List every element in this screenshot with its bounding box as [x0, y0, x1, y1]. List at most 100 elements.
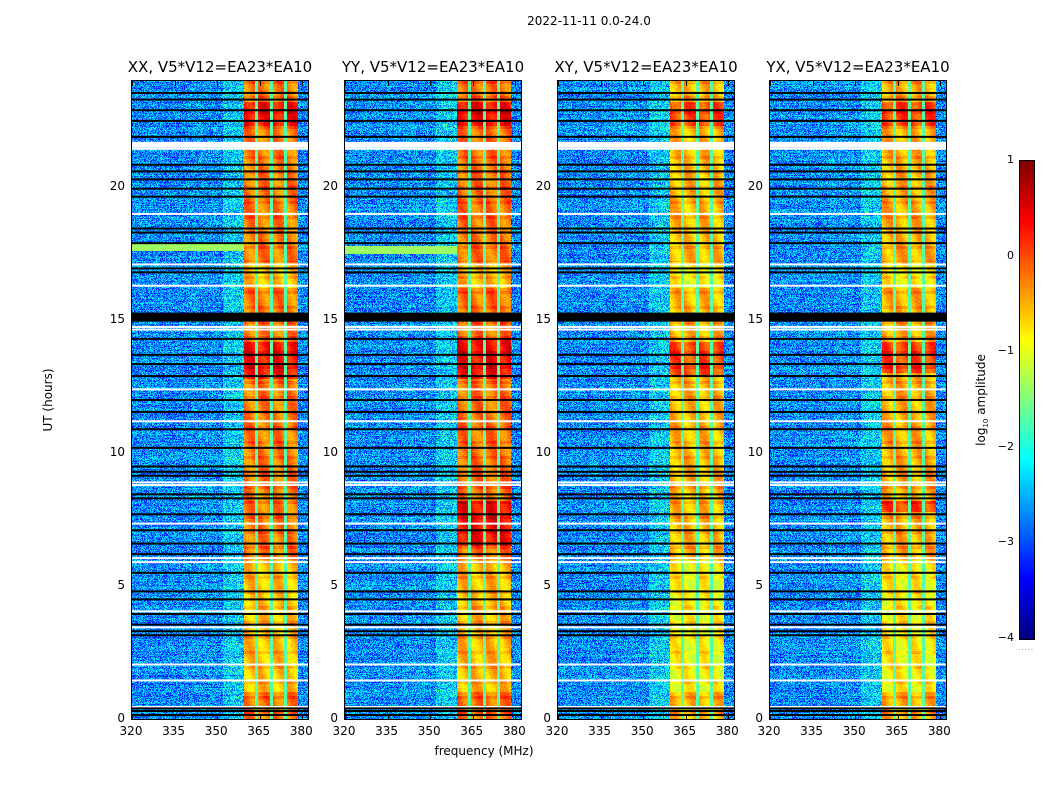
- y-tick-label: 0: [543, 711, 551, 725]
- x-tick-mark: [897, 81, 899, 86]
- x-tick-mark: [558, 714, 559, 719]
- x-tick-mark: [132, 714, 133, 719]
- x-tick-label: 365: [247, 724, 271, 738]
- y-tick-label: 20: [535, 179, 551, 194]
- x-tick-mark: [217, 81, 219, 86]
- y-tick-label: 20: [322, 179, 338, 194]
- x-tick-mark: [770, 81, 771, 86]
- y-tick-label: 10: [535, 445, 551, 460]
- y-tick-label: 15: [747, 312, 763, 327]
- colorbar-tick-label: 1: [1007, 153, 1014, 166]
- x-tick-mark: [940, 714, 942, 719]
- x-tick-mark: [897, 714, 899, 719]
- x-tick-label: 350: [630, 724, 654, 738]
- colorbar-label-suffix: amplitude: [973, 354, 988, 419]
- x-tick-mark: [600, 714, 602, 719]
- x-tick-mark: [259, 81, 261, 86]
- y-tick-label: 10: [109, 445, 125, 460]
- y-tick-label: 15: [535, 312, 551, 327]
- x-tick-label: 320: [545, 724, 569, 738]
- spectrogram-panel-2: YY, V5*V12=EA23*EA10 0 5 10 15 20 320 335 350 365…: [323, 58, 526, 738]
- colorbar-gradient: [1020, 161, 1034, 639]
- x-tick-label: 320: [119, 724, 143, 738]
- x-tick-mark: [728, 714, 730, 719]
- panel-title: YX, V5*V12=EA23*EA10: [766, 58, 950, 76]
- colorbar-label: log10 amplitude: [974, 354, 990, 446]
- x-tick-mark: [855, 81, 857, 86]
- x-tick-mark: [643, 714, 645, 719]
- colorbar-tick-label: −4: [997, 631, 1014, 644]
- x-tick-mark: [345, 714, 346, 719]
- x-tick-mark: [387, 714, 389, 719]
- x-tick-label: 350: [842, 724, 866, 738]
- x-tick-mark: [430, 81, 432, 86]
- y-tick-label: 15: [109, 312, 125, 327]
- x-tick-mark: [132, 81, 133, 86]
- y-tick-label: 15: [322, 312, 338, 327]
- x-tick-label: 335: [588, 724, 612, 738]
- x-tick-mark: [472, 81, 474, 86]
- y-tick-label: 0: [330, 711, 338, 725]
- x-tick-label: 320: [332, 724, 356, 738]
- x-tick-mark: [940, 81, 942, 86]
- panel-title: XY, V5*V12=EA23*EA10: [554, 58, 738, 76]
- y-tick-label: 20: [747, 179, 763, 194]
- x-tick-label: 380: [715, 724, 739, 738]
- spectrogram-panel-3: XY, V5*V12=EA23*EA10 0 5 10 15 20 320 335 350 365…: [536, 58, 739, 738]
- x-tick-mark: [259, 714, 261, 719]
- colorbar-tick-label: −2: [997, 439, 1014, 453]
- plot-area: [769, 80, 947, 720]
- x-tick-mark: [558, 81, 559, 86]
- x-tick-mark: [174, 81, 176, 86]
- x-tick-mark: [812, 81, 814, 86]
- x-tick-label: 335: [800, 724, 824, 738]
- colorbar-tick-label: −1: [997, 344, 1014, 358]
- x-tick-label: 350: [204, 724, 228, 738]
- plot-area: [131, 80, 309, 720]
- colorbar-tick-label: −3: [997, 535, 1014, 549]
- x-tick-mark: [728, 81, 730, 86]
- x-tick-mark: [430, 714, 432, 719]
- colorbar-label-prefix: log: [973, 427, 988, 446]
- colorbar-minor-marks: .....: [1018, 644, 1035, 652]
- y-tick-label: 10: [322, 445, 338, 460]
- x-tick-mark: [812, 714, 814, 719]
- colorbar-tick-label: 0: [1007, 248, 1014, 262]
- x-tick-label: 335: [375, 724, 399, 738]
- plot-area: [344, 80, 522, 720]
- spectrogram-image: [770, 81, 946, 719]
- plot-area: [557, 80, 735, 720]
- x-tick-label: 365: [885, 724, 909, 738]
- x-tick-mark: [302, 81, 304, 86]
- x-tick-mark: [643, 81, 645, 86]
- x-tick-mark: [515, 81, 517, 86]
- x-tick-label: 365: [673, 724, 697, 738]
- x-tick-mark: [600, 81, 602, 86]
- colorbar: [1019, 160, 1035, 640]
- y-tick-label: 5: [543, 578, 551, 593]
- panel-title: XX, V5*V12=EA23*EA10: [127, 58, 313, 76]
- y-tick-label: 5: [117, 578, 125, 593]
- x-tick-label: 365: [460, 724, 484, 738]
- y-tick-label: 5: [330, 578, 338, 593]
- colorbar-label-sub: 10: [982, 418, 991, 428]
- spectrogram-image: [558, 81, 734, 719]
- spectrogram-panel-1: XX, V5*V12=EA23*EA10 0 5 10 15 20 320 335 350 365…: [110, 58, 313, 738]
- x-tick-mark: [685, 81, 687, 86]
- y-tick-label: 0: [117, 711, 125, 725]
- x-tick-mark: [302, 714, 304, 719]
- y-tick-label: 0: [755, 711, 763, 725]
- x-tick-mark: [685, 714, 687, 719]
- x-tick-label: 380: [927, 724, 951, 738]
- y-tick-label: 10: [747, 445, 763, 460]
- x-tick-mark: [387, 81, 389, 86]
- x-tick-mark: [855, 714, 857, 719]
- x-tick-mark: [345, 81, 346, 86]
- x-tick-mark: [217, 714, 219, 719]
- x-tick-mark: [174, 714, 176, 719]
- y-tick-label: 20: [109, 179, 125, 194]
- x-tick-label: 380: [502, 724, 526, 738]
- spectrogram-image: [132, 81, 308, 719]
- y-tick-label: 5: [755, 578, 763, 593]
- x-tick-mark: [770, 714, 771, 719]
